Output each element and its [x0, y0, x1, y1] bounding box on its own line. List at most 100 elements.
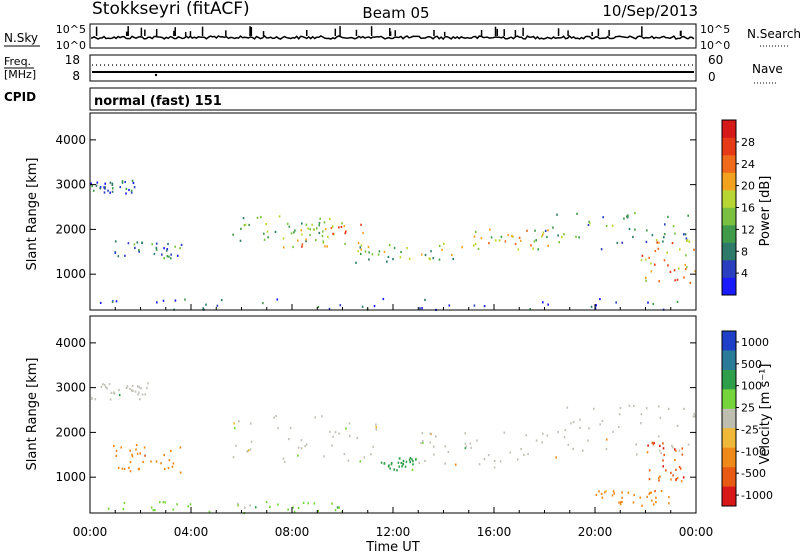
power-range-cell: [563, 233, 565, 236]
power-range-cell: [339, 304, 342, 307]
power-range-cell: [477, 247, 480, 250]
power-range-cell: [316, 227, 318, 230]
velocity-range-cell: [307, 502, 310, 505]
power-range-cell: [388, 244, 391, 247]
freq-label-bottom: [MHz]: [4, 68, 36, 81]
velocity-y-tick-label: 3000: [55, 381, 86, 395]
power-range-cell: [263, 238, 266, 241]
velocity-range-cell: [321, 415, 323, 418]
power-range-cell: [694, 270, 696, 273]
power-range-cell: [360, 252, 362, 255]
velocity-range-cell: [693, 412, 695, 415]
power-range-cell: [547, 244, 549, 247]
velocity-range-cell: [647, 444, 649, 447]
velocity-range-cell: [632, 501, 635, 504]
power-range-cell: [341, 222, 343, 225]
velocity-range-cell: [100, 385, 103, 388]
velocity-range-cell: [429, 441, 432, 444]
velocity-colorbar-swatch: [722, 486, 736, 507]
power-range-cell: [392, 258, 394, 261]
power-range-cell: [552, 226, 554, 229]
power-range-cell: [266, 230, 269, 233]
velocity-colorbar-label: Velocity [m s⁻¹]: [758, 364, 773, 465]
x-tick-label: 00:00: [679, 525, 714, 539]
velocity-range-cell: [670, 478, 672, 481]
velocity-range-cell: [292, 506, 294, 509]
power-range-cell: [430, 250, 432, 253]
velocity-range-cell: [681, 453, 684, 456]
velocity-range-cell: [527, 452, 529, 456]
power-range-cell: [529, 308, 531, 311]
velocity-range-cell: [593, 407, 595, 410]
power-range-cell: [676, 278, 679, 281]
velocity-y-axis-label: Slant Range [km]: [25, 358, 40, 471]
velocity-range-cell: [112, 444, 115, 448]
power-range-cell: [461, 246, 463, 249]
power-range-cell: [133, 243, 136, 246]
power-range-cell: [537, 248, 540, 251]
power-range-cell: [138, 249, 140, 252]
power-range-cell: [155, 242, 158, 245]
power-range-cell: [166, 248, 169, 251]
power-range-cell: [438, 258, 441, 261]
velocity-range-cell: [122, 507, 125, 511]
power-range-cell: [357, 241, 360, 245]
power-range-cell: [421, 307, 423, 310]
velocity-range-cell: [651, 441, 654, 444]
velocity-range-cell: [658, 405, 660, 408]
velocity-range-cell: [402, 459, 405, 462]
velocity-range-cell: [476, 439, 478, 442]
power-range-cell: [387, 255, 390, 259]
velocity-y-tick-label: 1000: [55, 470, 86, 484]
velocity-range-cell: [611, 494, 614, 497]
power-range-cell: [313, 228, 316, 231]
power-range-cell: [240, 227, 242, 230]
power-range-cell: [655, 239, 658, 242]
power-range-cell: [674, 279, 676, 282]
velocity-range-cell: [598, 490, 600, 493]
power-range-cell: [99, 187, 101, 190]
power-range-cell: [322, 240, 325, 243]
velocity-range-cell: [433, 453, 435, 456]
velocity-range-cell: [397, 461, 400, 464]
velocity-colorbar-tick-label: 1000: [741, 336, 769, 349]
velocity-range-cell: [603, 491, 606, 494]
power-range-cell: [679, 248, 681, 251]
velocity-range-cell: [172, 462, 175, 465]
velocity-range-cell: [645, 407, 648, 410]
velocity-range-cell: [277, 503, 279, 506]
power-range-cell: [104, 186, 106, 189]
power-range-cell: [330, 226, 333, 230]
velocity-range-cell: [546, 434, 549, 437]
power-range-cell: [663, 236, 665, 239]
power-range-cell: [96, 181, 99, 184]
velocity-range-cell: [655, 501, 657, 504]
power-range-cell: [121, 180, 124, 183]
velocity-range-cell: [107, 507, 110, 510]
velocity-range-cell: [404, 465, 407, 468]
power-range-cell: [377, 253, 380, 256]
velocity-range-cell: [109, 398, 112, 401]
power-range-cell: [263, 232, 265, 235]
velocity-range-cell: [323, 455, 325, 458]
power-range-cell: [344, 232, 347, 235]
velocity-range-cell: [570, 422, 572, 425]
power-range-cell: [161, 253, 163, 256]
velocity-range-cell: [317, 510, 319, 513]
power-range-cell: [533, 240, 536, 243]
power-range-cell: [170, 257, 172, 260]
velocity-range-cell: [140, 387, 142, 390]
power-range-cell: [448, 304, 451, 307]
power-range-cell: [621, 241, 624, 244]
power-colorbar-tick-label: 12: [741, 223, 755, 236]
velocity-range-cell: [621, 491, 623, 494]
velocity-range-cell: [646, 495, 648, 498]
velocity-range-cell: [398, 465, 400, 468]
velocity-range-cell: [503, 431, 506, 434]
power-range-cell: [309, 233, 311, 237]
power-y-axis-label: Slant Range [km]: [25, 158, 40, 271]
velocity-range-cell: [238, 420, 240, 423]
velocity-range-cell: [662, 459, 664, 462]
power-range-cell: [119, 186, 122, 189]
velocity-range-cell: [168, 459, 171, 462]
